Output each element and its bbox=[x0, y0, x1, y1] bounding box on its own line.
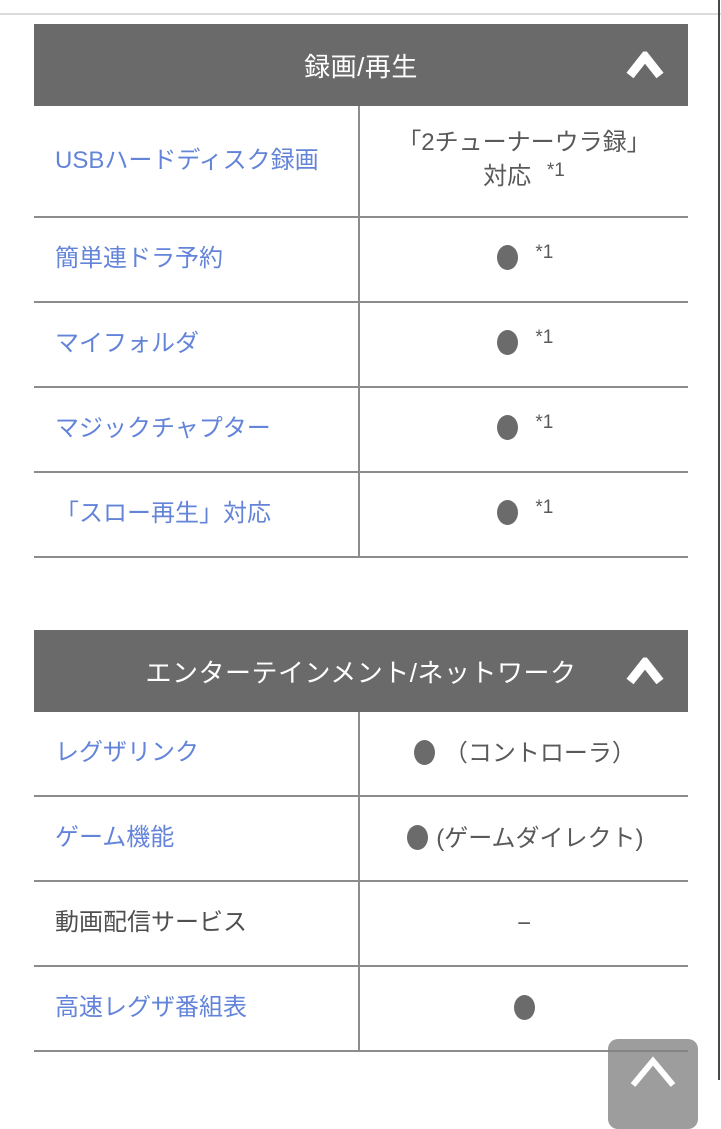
row-label-cell: 動画配信サービス bbox=[34, 882, 358, 965]
filled-dot-icon bbox=[496, 414, 518, 440]
row-value: 「2チューナーウラ録」 対応 *1 bbox=[397, 126, 650, 196]
scroll-to-top-button[interactable] bbox=[608, 1039, 698, 1129]
table-row: マジックチャプター *1 bbox=[34, 388, 688, 473]
row-label-cell: マイフォルダ bbox=[34, 303, 358, 386]
row-value-cell: （コントローラ） bbox=[358, 712, 688, 795]
footnote-ref: *1 bbox=[535, 326, 554, 348]
row-label-cell: USBハードディスク録画 bbox=[34, 106, 358, 216]
chevron-up-icon[interactable] bbox=[626, 657, 664, 685]
chevron-up-icon[interactable] bbox=[626, 51, 664, 79]
spec-section: エンターテインメント/ネットワーク レグザリンク （コントローラ） ゲーム機能 … bbox=[34, 630, 688, 1052]
value-text: (ゲームダイレクト) bbox=[436, 824, 644, 852]
footnote-ref: *1 bbox=[535, 241, 554, 263]
filled-dot-icon bbox=[406, 824, 428, 850]
row-label-link[interactable]: 簡単連ドラ予約 bbox=[55, 245, 223, 273]
value-text: 「2チューナーウラ録」 対応 bbox=[397, 129, 651, 190]
value-text: （コントローラ） bbox=[443, 739, 636, 767]
row-value: − bbox=[517, 907, 531, 941]
chevron-up-icon bbox=[630, 1056, 676, 1087]
filled-dot-icon bbox=[414, 739, 436, 765]
table-row: 「スロー再生」対応 *1 bbox=[34, 473, 688, 558]
section-title: 録画/再生 bbox=[304, 51, 418, 82]
row-value-cell: *1 bbox=[358, 303, 688, 386]
table-row: レグザリンク （コントローラ） bbox=[34, 712, 688, 797]
section-header[interactable]: 録画/再生 bbox=[34, 24, 688, 106]
row-label-cell: レグザリンク bbox=[34, 712, 358, 795]
filled-dot-icon bbox=[496, 499, 518, 525]
row-label-link[interactable]: USBハードディスク録画 bbox=[55, 146, 319, 174]
row-value-cell: 「2チューナーウラ録」 対応 *1 bbox=[358, 106, 688, 216]
footnote-ref: *1 bbox=[535, 496, 554, 518]
row-label-cell: ゲーム機能 bbox=[34, 797, 358, 880]
row-value: （コントローラ） bbox=[412, 737, 636, 771]
row-label-link[interactable]: ゲーム機能 bbox=[55, 824, 175, 852]
spec-section: 録画/再生 USBハードディスク録画 「2チューナーウラ録」 対応 *1 簡単連… bbox=[34, 24, 688, 558]
row-label-link[interactable]: レグザリンク bbox=[55, 739, 199, 767]
table-row: 動画配信サービス − bbox=[34, 882, 688, 967]
right-edge-line bbox=[718, 0, 720, 1080]
footnote-ref: *1 bbox=[546, 160, 565, 181]
filled-dot-icon bbox=[496, 244, 518, 270]
row-value: *1 bbox=[495, 497, 553, 533]
row-label: 動画配信サービス bbox=[55, 909, 247, 937]
filled-dot-icon bbox=[496, 329, 518, 355]
row-value-cell bbox=[358, 967, 688, 1050]
row-label-link[interactable]: マジックチャプター bbox=[55, 415, 271, 443]
row-value-cell: (ゲームダイレクト) bbox=[358, 797, 688, 880]
value-text: − bbox=[516, 909, 531, 937]
table-row: USBハードディスク録画 「2チューナーウラ録」 対応 *1 bbox=[34, 106, 688, 218]
filled-dot-icon bbox=[513, 994, 535, 1020]
row-label-cell: 「スロー再生」対応 bbox=[34, 473, 358, 556]
row-label-cell: 高速レグザ番組表 bbox=[34, 967, 358, 1050]
section-title: エンターテインメント/ネットワーク bbox=[145, 657, 577, 688]
table-row: 簡単連ドラ予約 *1 bbox=[34, 218, 688, 303]
row-label-link[interactable]: 高速レグザ番組表 bbox=[55, 994, 247, 1022]
top-divider bbox=[0, 13, 721, 15]
row-value: *1 bbox=[495, 327, 553, 363]
section-rows: レグザリンク （コントローラ） ゲーム機能 (ゲームダイレクト) 動画配信サービ… bbox=[34, 712, 688, 1052]
row-value: *1 bbox=[495, 242, 553, 278]
row-value-cell: *1 bbox=[358, 218, 688, 301]
table-row: 高速レグザ番組表 bbox=[34, 967, 688, 1052]
row-value-cell: *1 bbox=[358, 388, 688, 471]
row-label-cell: 簡単連ドラ予約 bbox=[34, 218, 358, 301]
row-label-link[interactable]: 「スロー再生」対応 bbox=[55, 500, 271, 528]
spec-tables: 録画/再生 USBハードディスク録画 「2チューナーウラ録」 対応 *1 簡単連… bbox=[34, 24, 688, 1052]
row-value-cell: *1 bbox=[358, 473, 688, 556]
row-label-link[interactable]: マイフォルダ bbox=[55, 330, 199, 358]
table-row: マイフォルダ *1 bbox=[34, 303, 688, 388]
section-header[interactable]: エンターテインメント/ネットワーク bbox=[34, 630, 688, 712]
row-value: (ゲームダイレクト) bbox=[405, 822, 644, 856]
row-label-cell: マジックチャプター bbox=[34, 388, 358, 471]
row-value: *1 bbox=[495, 412, 553, 448]
row-value-cell: − bbox=[358, 882, 688, 965]
section-rows: USBハードディスク録画 「2チューナーウラ録」 対応 *1 簡単連ドラ予約 *… bbox=[34, 106, 688, 558]
table-row: ゲーム機能 (ゲームダイレクト) bbox=[34, 797, 688, 882]
footnote-ref: *1 bbox=[535, 411, 554, 433]
row-value bbox=[512, 992, 537, 1026]
